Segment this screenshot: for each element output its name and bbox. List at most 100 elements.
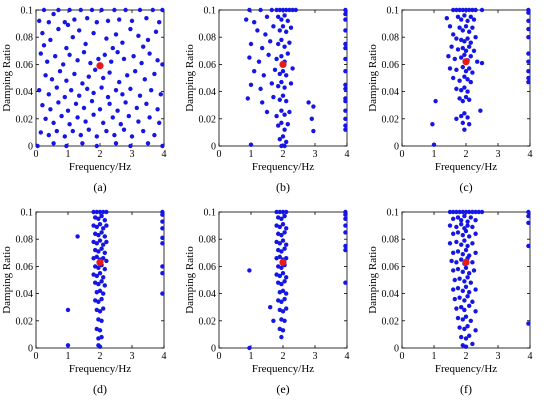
scatter-point xyxy=(293,7,298,13)
scatter-point xyxy=(280,288,286,294)
scatter-point xyxy=(155,58,160,63)
y-tick-label: 0.04 xyxy=(16,87,34,98)
scatter-point xyxy=(129,18,135,24)
scatter-point xyxy=(117,17,122,22)
y-axis-label: Damping Ratio xyxy=(1,44,13,112)
scatter-point xyxy=(452,56,457,62)
y-axis-label: Damping Ratio xyxy=(184,44,196,112)
scatter-point xyxy=(279,299,284,304)
scatter-point xyxy=(279,54,284,59)
y-tick-label: 0.08 xyxy=(382,33,400,44)
y-tick-label: 0.08 xyxy=(199,33,217,44)
scatter-point xyxy=(473,250,478,255)
scatter-point xyxy=(102,283,108,288)
scatter-point xyxy=(454,209,459,215)
scatter-point xyxy=(274,56,279,62)
scatter-point xyxy=(123,100,128,105)
scatter-point xyxy=(62,20,67,25)
scatter-point xyxy=(131,54,136,59)
scatter-point xyxy=(99,7,104,13)
scatter-point xyxy=(280,134,286,139)
scatter-point xyxy=(470,299,475,304)
scatter-point xyxy=(468,14,473,19)
x-tick-label: 3 xyxy=(130,149,135,160)
scatter-point xyxy=(526,321,531,326)
panel-label: (e) xyxy=(276,382,289,396)
scatter-point xyxy=(465,294,470,299)
scatter-point xyxy=(120,92,125,97)
scatter-point xyxy=(78,7,84,13)
x-tick-label: 3 xyxy=(313,149,318,160)
highlight-point xyxy=(462,258,470,266)
scatter-point xyxy=(102,266,108,272)
highlight-point xyxy=(279,60,287,68)
scatter-point xyxy=(248,82,254,88)
scatter-point xyxy=(433,98,438,104)
scatter-point xyxy=(277,209,282,215)
x-tick-label: 0 xyxy=(34,149,39,160)
scatter-point xyxy=(462,127,467,132)
scatter-point xyxy=(97,309,103,314)
scatter-point xyxy=(256,59,262,64)
y-tick-label: 0 xyxy=(28,344,33,355)
scatter-point xyxy=(117,79,122,85)
scatter-point xyxy=(277,273,282,279)
scatter-point xyxy=(459,334,464,340)
scatter-point xyxy=(247,268,252,273)
scatter-point xyxy=(462,111,467,116)
scatter-point xyxy=(158,92,163,97)
scatter-point xyxy=(45,59,50,64)
scatter-point xyxy=(463,24,469,29)
scatter-point xyxy=(465,18,470,24)
scatter-point xyxy=(451,75,456,81)
scatter-point xyxy=(287,7,292,13)
scatter-point xyxy=(160,291,165,296)
scatter-point xyxy=(526,10,531,15)
scatter-point xyxy=(252,20,257,25)
scatter-point xyxy=(91,30,96,36)
y-tick-label: 0.08 xyxy=(16,33,34,44)
y-tick-label: 0.02 xyxy=(199,114,217,125)
scatter-point xyxy=(62,94,67,100)
scatter-point xyxy=(343,247,348,253)
scatter-point xyxy=(479,7,485,13)
scatter-point xyxy=(144,101,149,107)
scatter-point xyxy=(459,55,464,60)
scatter-point xyxy=(526,243,531,249)
scatter-point xyxy=(457,25,462,30)
scatter-point xyxy=(431,142,437,147)
scatter-point xyxy=(279,265,284,270)
y-tick-label: 0.02 xyxy=(16,114,34,125)
scatter-point xyxy=(271,94,276,100)
scatter-point xyxy=(125,73,130,78)
scatter-point xyxy=(279,108,284,113)
scatter-point xyxy=(455,215,461,220)
scatter-point xyxy=(462,326,467,332)
scatter-point xyxy=(104,258,109,264)
scatter-point xyxy=(279,79,284,85)
scatter-point xyxy=(284,256,289,261)
scatter-point xyxy=(93,67,98,73)
scatter-point xyxy=(97,288,103,294)
scatter-point xyxy=(284,29,289,34)
scatter-point xyxy=(526,79,531,85)
y-tick-label: 0.04 xyxy=(199,289,217,300)
x-tick-label: 1 xyxy=(249,351,254,362)
scatter-point xyxy=(153,29,159,34)
y-axis-label: Damping Ratio xyxy=(367,44,379,112)
scatter-point xyxy=(260,45,265,51)
scatter-point xyxy=(118,122,124,127)
scatter-point xyxy=(80,141,85,146)
scatter-point xyxy=(444,15,449,21)
scatter-point xyxy=(459,217,464,223)
scatter-point xyxy=(470,209,475,215)
scatter-point xyxy=(261,73,266,78)
y-tick-label: 0.08 xyxy=(382,235,400,246)
scatter-point xyxy=(282,85,287,90)
scatter-point xyxy=(64,143,69,149)
scatter-point xyxy=(473,328,478,333)
scatter-point xyxy=(460,120,465,126)
scatter-point xyxy=(343,69,348,74)
scatter-point xyxy=(244,17,249,22)
scatter-point xyxy=(272,67,278,73)
